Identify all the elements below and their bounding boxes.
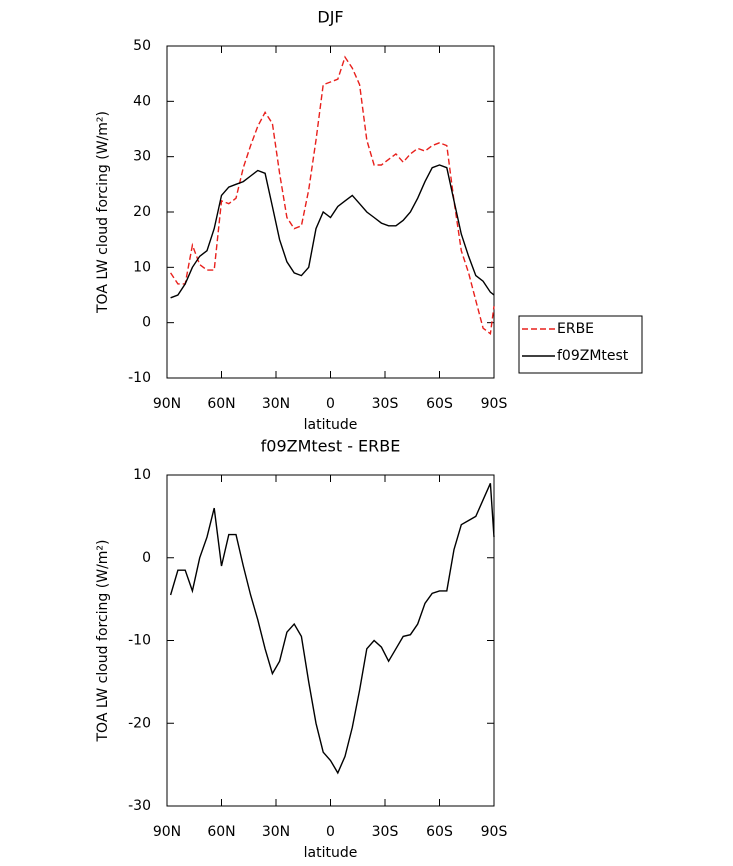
legend-label: ERBE <box>557 321 594 337</box>
x-axis-label: latitude <box>304 417 358 433</box>
plot-frame <box>166 474 495 807</box>
chart-title: f09ZMtest - ERBE <box>261 437 401 456</box>
plot-frame <box>166 45 495 379</box>
x-tick-label: 30N <box>262 396 290 412</box>
x-tick-label: 60N <box>207 396 235 412</box>
chart-title: DJF <box>317 8 343 27</box>
data-line <box>170 55 495 335</box>
x-tick-label: 60S <box>426 396 453 412</box>
x-axis-label: latitude <box>304 845 358 861</box>
x-tick-label: 0 <box>326 824 335 840</box>
x-tick-label: 30S <box>372 396 399 412</box>
legend-box <box>518 315 643 374</box>
x-tick-label: 30S <box>372 824 399 840</box>
legend-label: f09ZMtest <box>557 348 629 364</box>
y-axis-label: TOA LW cloud forcing (W/m²) <box>95 111 111 314</box>
y-tick-label: 30 <box>133 149 151 165</box>
y-tick-label: 0 <box>142 315 151 331</box>
y-tick-label: -30 <box>128 798 151 814</box>
x-tick-label: 60N <box>207 824 235 840</box>
x-tick-label: 60S <box>426 824 453 840</box>
x-tick-label: 30N <box>262 824 290 840</box>
x-tick-label: 90N <box>153 824 181 840</box>
y-tick-label: 20 <box>133 204 151 220</box>
y-tick-label: -20 <box>128 715 151 731</box>
x-tick-label: 0 <box>326 396 335 412</box>
x-tick-label: 90S <box>481 824 508 840</box>
y-tick-label: 0 <box>142 550 151 566</box>
y-tick-label: 40 <box>133 93 151 109</box>
y-tick-label: 50 <box>133 38 151 54</box>
y-tick-label: 10 <box>133 467 151 483</box>
x-tick-label: 90N <box>153 396 181 412</box>
y-axis-label: TOA LW cloud forcing (W/m²) <box>95 540 111 743</box>
y-tick-label: 10 <box>133 259 151 275</box>
data-line <box>169 483 495 775</box>
y-tick-label: -10 <box>128 370 151 386</box>
y-tick-label: -10 <box>128 633 151 649</box>
x-tick-label: 90S <box>481 396 508 412</box>
data-line <box>170 164 495 299</box>
